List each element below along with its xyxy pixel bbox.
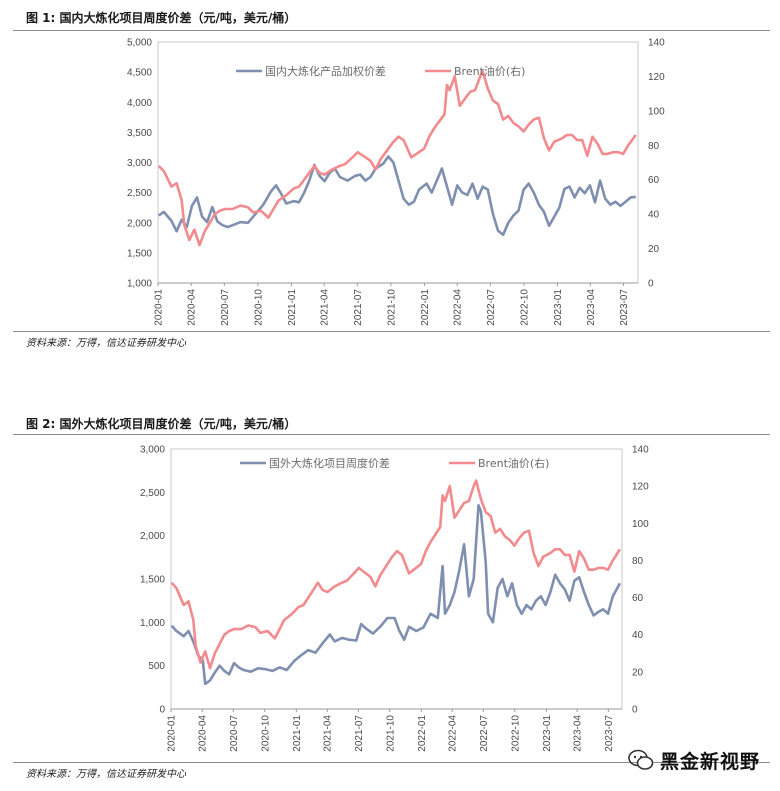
y-left-tick-label: 1,000	[140, 618, 165, 629]
y-right-tick-label: 140	[632, 445, 649, 456]
figure-2-bottom-rule	[13, 762, 770, 763]
figure-1-source: 资料来源：万得，信达证券研发中心	[26, 338, 186, 349]
x-tick-label: 2023-07	[619, 289, 630, 326]
legend-label: Brent油价(右)	[454, 64, 525, 78]
x-tick-label: 2021-04	[323, 715, 334, 752]
legend-label: 国内大炼化产品加权价差	[265, 64, 386, 78]
x-tick-label: 2022-01	[420, 289, 431, 326]
x-tick-label: 2022-07	[479, 715, 490, 752]
figure-1-bottom-rule	[13, 331, 770, 332]
y-left-tick-label: 2,000	[140, 531, 165, 542]
y-right-tick-label: 140	[648, 38, 665, 49]
y-left-tick-label: 2,000	[127, 218, 152, 229]
y-left-tick-label: 4,500	[127, 68, 152, 79]
y-left-tick-label: 5,000	[127, 38, 152, 49]
y-right-tick-label: 80	[648, 141, 660, 152]
x-tick-label: 2020-07	[220, 289, 231, 326]
brent-series-line	[157, 70, 637, 247]
y-right-tick-label: 0	[632, 705, 638, 716]
y-left-tick-label: 4,000	[127, 98, 152, 109]
y-left-tick-label: 1,500	[127, 248, 152, 259]
x-tick-label: 2023-04	[573, 715, 584, 752]
y-right-tick-label: 40	[648, 210, 660, 221]
x-tick-label: 2023-04	[586, 289, 597, 326]
legend-label: Brent油价(右)	[478, 456, 549, 470]
y-right-tick-label: 80	[632, 556, 644, 567]
brent-series-line	[170, 479, 621, 670]
y-right-tick-label: 100	[648, 106, 665, 117]
watermark-text: 黑金新视野	[660, 751, 761, 773]
x-tick-label: 2020-01	[154, 289, 165, 326]
y-right-tick-label: 60	[648, 175, 660, 186]
y-left-tick-label: 500	[148, 661, 165, 672]
x-tick-label: 2020-04	[187, 289, 198, 326]
y-right-tick-label: 40	[632, 630, 644, 641]
y-right-tick-label: 20	[632, 667, 644, 678]
y-left-tick-label: 1,000	[127, 279, 152, 290]
x-tick-label: 2022-01	[417, 715, 428, 752]
legend-label: 国外大炼化项目周度价差	[269, 456, 390, 470]
spread-series-line	[157, 155, 636, 237]
y-right-tick-label: 120	[648, 72, 665, 83]
x-tick-label: 2020-10	[260, 715, 271, 752]
figure-1-top-rule	[13, 30, 770, 31]
x-tick-label: 2022-07	[486, 289, 497, 326]
y-right-tick-label: 20	[648, 244, 660, 255]
x-tick-label: 2021-01	[287, 289, 298, 326]
x-tick-label: 2021-07	[353, 289, 364, 326]
x-tick-label: 2020-07	[229, 715, 240, 752]
watermark: 黑金新视野	[624, 745, 774, 777]
figure-1-chart: 1,000 1,500 2,000 2,500 3,000 3,500 4,000 4,500…	[127, 38, 665, 326]
y-right-tick-label: 60	[632, 593, 644, 604]
x-tick-label: 2023-01	[542, 715, 553, 752]
x-tick-label: 2020-01	[167, 715, 178, 752]
y-left-tick-label: 2,500	[140, 488, 165, 499]
x-tick-label: 2021-07	[354, 715, 365, 752]
figure-1-title: 图 1: 国内大炼化项目周度价差（元/吨，美元/桶）	[26, 11, 297, 25]
x-tick-label: 2023-07	[604, 715, 615, 752]
y-right-tick-label: 120	[632, 482, 649, 493]
y-right-tick-label: 0	[648, 279, 654, 290]
x-tick-label: 2021-10	[385, 715, 396, 752]
y-left-tick-label: 0	[159, 705, 165, 716]
x-tick-label: 2022-04	[453, 289, 464, 326]
y-right-tick-label: 100	[632, 519, 649, 530]
x-tick-label: 2022-10	[519, 289, 530, 326]
spread-series-line	[170, 504, 622, 686]
y-left-tick-label: 2,500	[127, 188, 152, 199]
x-tick-label: 2023-01	[553, 289, 564, 326]
figure-2-title: 图 2: 国外大炼化项目周度价差（元/吨，美元/桶）	[26, 417, 297, 431]
x-tick-label: 2021-01	[292, 715, 303, 752]
x-tick-label: 2022-04	[448, 715, 459, 752]
x-tick-label: 2022-10	[510, 715, 521, 752]
x-tick-label: 2021-10	[386, 289, 397, 326]
y-left-tick-label: 3,000	[127, 158, 152, 169]
figure-2-top-rule	[13, 434, 770, 435]
x-tick-label: 2020-10	[253, 289, 264, 326]
y-left-tick-label: 1,500	[140, 575, 165, 586]
figure-2-source: 资料来源：万得，信达证券研发中心	[26, 769, 186, 780]
plot-frame	[157, 41, 639, 284]
x-tick-label: 2020-04	[198, 715, 209, 752]
y-left-tick-label: 3,000	[140, 445, 165, 456]
x-tick-label: 2021-04	[320, 289, 331, 326]
figure-2-chart: 0 500 1,000 1,500 2,000 2,500 3,000 0 20 40 60 80 10…	[140, 445, 649, 752]
wechat-icon	[628, 749, 654, 770]
y-left-tick-label: 3,500	[127, 128, 152, 139]
